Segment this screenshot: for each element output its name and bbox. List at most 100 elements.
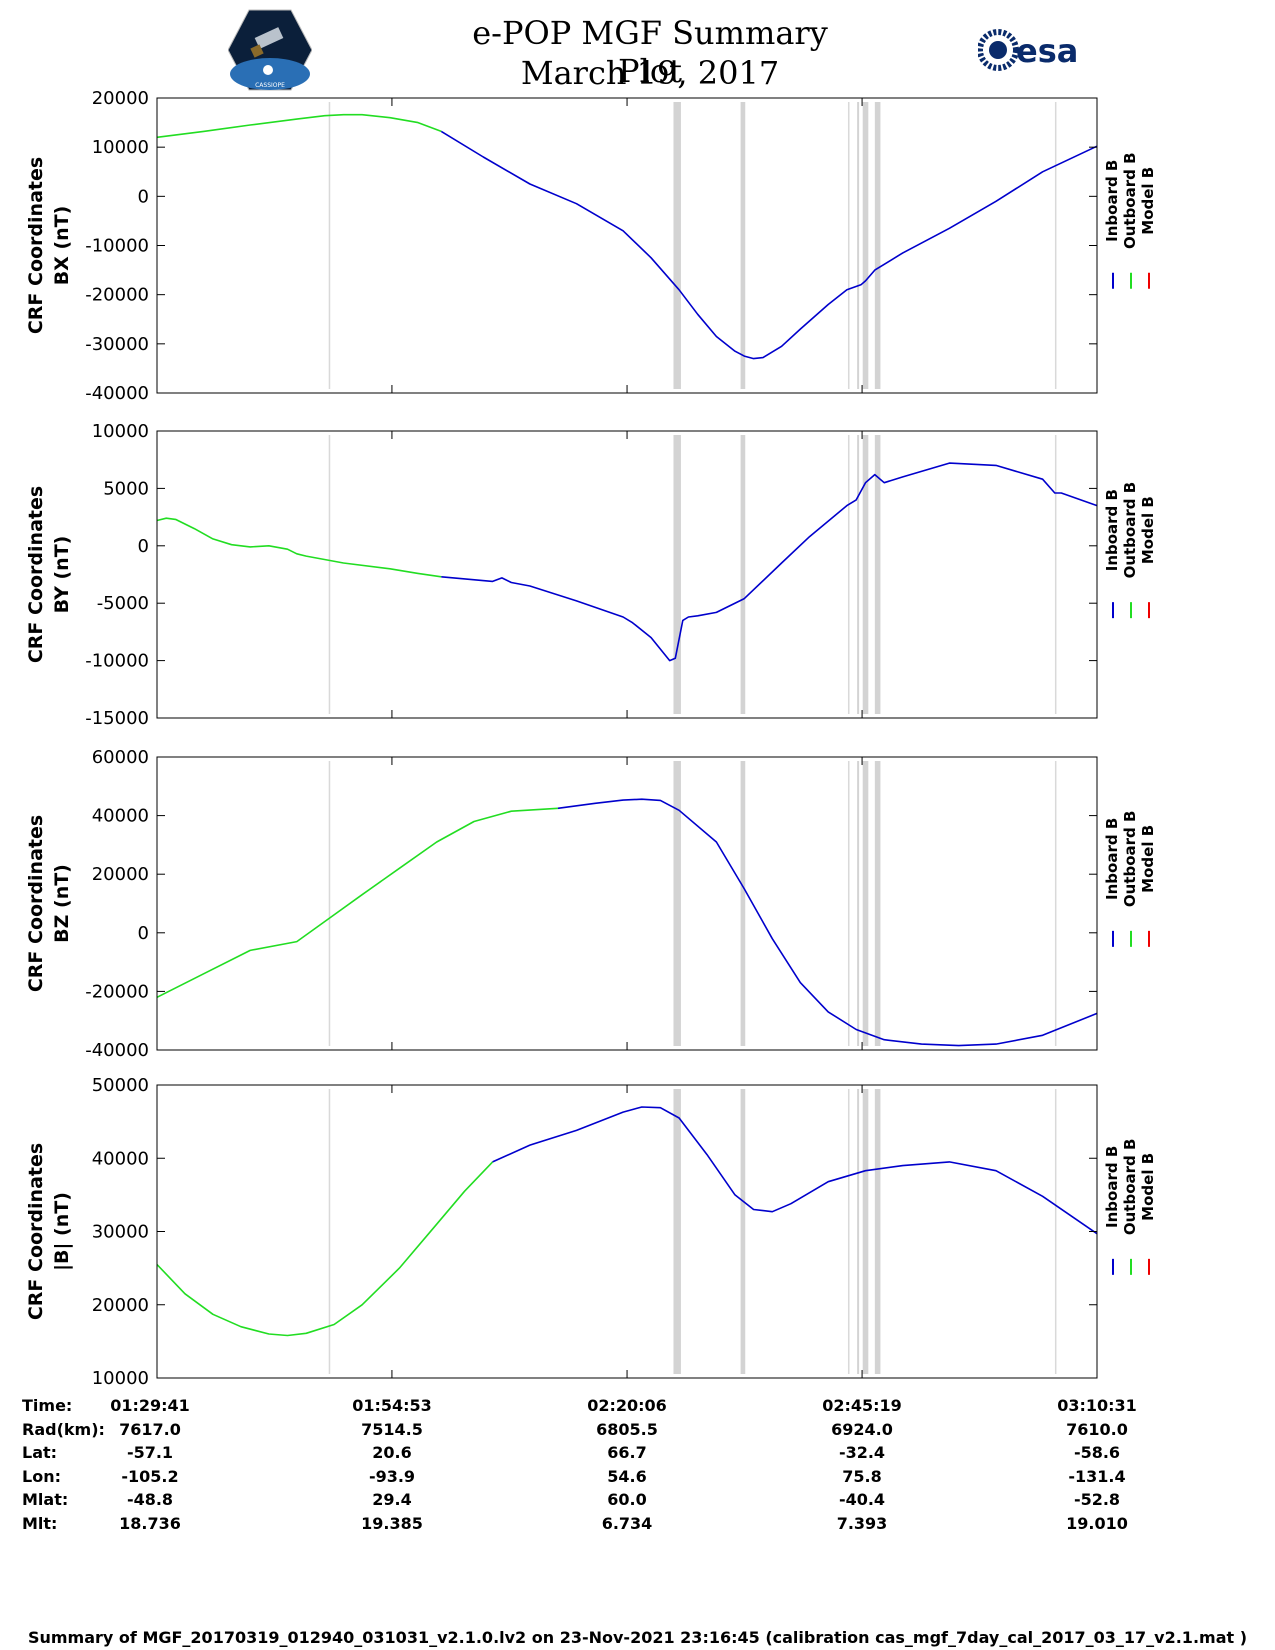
y-axis-unit-label: BX (nT)	[51, 206, 73, 286]
data-gap-bar	[874, 1089, 881, 1374]
y-axis-unit-label: BY (nT)	[51, 536, 73, 614]
y-tick-label: -40000	[85, 1040, 149, 1061]
legend-label: Outboard B	[1121, 811, 1139, 908]
y-tick-label: -40000	[85, 383, 149, 404]
ephemeris-value: -58.6	[1073, 1443, 1121, 1462]
ephemeris-row-label: Mlt:	[22, 1514, 58, 1533]
cassiope-logo: CASSIOPE	[228, 9, 312, 91]
data-gap-bar	[857, 761, 860, 1046]
legend-label: Inboard B	[1103, 489, 1121, 571]
ephemeris-value: 7617.0	[119, 1420, 181, 1439]
y-tick-label: 30000	[92, 1222, 149, 1243]
data-gap-bar	[740, 1089, 746, 1374]
y-axis-label: CRF Coordinates	[25, 157, 47, 334]
y-tick-label: 0	[138, 536, 149, 557]
data-gap-bar	[740, 435, 746, 714]
data-gap-bar	[874, 761, 881, 1046]
ephemeris-value: 29.4	[372, 1490, 412, 1509]
plot-date: March 19, 2017	[520, 54, 780, 92]
inboard-b-line	[557, 798, 1098, 1047]
inboard-b-line	[440, 130, 1098, 360]
plot-frame	[156, 430, 1098, 719]
outboard-b-line	[156, 1161, 494, 1337]
inboard-b-line	[441, 462, 1098, 662]
data-gap-bar	[673, 1089, 681, 1374]
plot-frame	[156, 97, 1098, 394]
y-tick-label: 40000	[92, 806, 149, 827]
ephemeris-value: 02:45:19	[822, 1396, 902, 1415]
legend-label: Model B	[1139, 496, 1157, 564]
y-tick-label: 20000	[92, 88, 149, 109]
outboard-b-line	[156, 113, 442, 139]
ephemeris-row-label: Lat:	[22, 1443, 58, 1462]
y-axis-unit-label: BZ (nT)	[51, 864, 73, 943]
data-gap-bar	[857, 1089, 860, 1374]
data-gap-bar	[857, 102, 860, 389]
legend-label: Outboard B	[1121, 482, 1139, 579]
y-tick-label: 0	[138, 186, 149, 207]
y-tick-label: -30000	[85, 334, 149, 355]
ephemeris-value: 7.393	[836, 1514, 888, 1533]
y-tick-label: 60000	[92, 747, 149, 768]
y-tick-label: 10000	[92, 1368, 149, 1389]
data-gap-bar	[862, 102, 869, 389]
data-gap-bar	[862, 761, 869, 1046]
ephemeris-row-label: Mlat:	[22, 1490, 69, 1509]
ephemeris-value: 01:54:53	[352, 1396, 432, 1415]
data-gap-bar	[874, 435, 881, 714]
legend-label: Outboard B	[1121, 152, 1139, 249]
plot-frame	[156, 756, 1098, 1051]
esa-wordmark: esa	[1016, 32, 1078, 70]
data-gap-bar	[740, 761, 746, 1046]
y-tick-label: -5000	[97, 593, 149, 614]
ephemeris-value: -48.8	[126, 1490, 174, 1509]
y-tick-label: 20000	[92, 1295, 149, 1316]
ephemeris-value: -32.4	[838, 1443, 886, 1462]
ephemeris-value: -52.8	[1073, 1490, 1121, 1509]
ephemeris-value: 66.7	[607, 1443, 647, 1462]
ephemeris-row-label: Rad(km):	[22, 1420, 105, 1439]
y-axis-label: CRF Coordinates	[25, 486, 47, 663]
ephemeris-value: -131.4	[1068, 1467, 1126, 1486]
ephemeris-value: 7514.5	[361, 1420, 423, 1439]
plots-canvas: 20000 10000 0 -10000 -20000 -30000 -40000 CRF C…	[25, 88, 1157, 1389]
data-gap-bar	[673, 761, 681, 1046]
legend-label: Outboard B	[1121, 1139, 1139, 1236]
y-axis-unit-label: |B| (nT)	[51, 1192, 73, 1271]
ephemeris-value: 19.385	[361, 1514, 423, 1533]
ephemeris-value: -105.2	[121, 1467, 179, 1486]
data-gap-bar	[740, 102, 746, 389]
ephemeris-value: 02:20:06	[587, 1396, 667, 1415]
plot-title: e-POP MGF Summary Plot	[472, 14, 828, 90]
ephemeris-value: 6.734	[601, 1514, 653, 1533]
footer-caption: Summary of MGF_20170319_012940_031031_v2…	[27, 1628, 1248, 1647]
data-gap-bar	[874, 102, 881, 389]
y-tick-label: 10000	[92, 137, 149, 158]
y-tick-label: 50000	[92, 1075, 149, 1096]
y-tick-label: 20000	[92, 864, 149, 885]
ephemeris-value: 6924.0	[831, 1420, 893, 1439]
ephemeris-value: -57.1	[126, 1443, 174, 1462]
ephemeris-value: 7610.0	[1066, 1420, 1128, 1439]
y-tick-label: 10000	[92, 421, 149, 442]
y-axis-label: CRF Coordinates	[25, 1143, 47, 1320]
y-tick-label: 0	[138, 923, 149, 944]
ephemeris-value: -40.4	[838, 1490, 886, 1509]
ephemeris-value: 6805.5	[596, 1420, 658, 1439]
data-gap-bar	[857, 435, 860, 714]
legend-label: Model B	[1139, 825, 1157, 893]
y-tick-label: 5000	[103, 478, 149, 499]
esa-logo: esa	[978, 29, 1078, 71]
ephemeris-value: 03:10:31	[1057, 1396, 1137, 1415]
y-tick-label: 40000	[92, 1148, 149, 1169]
ephemeris-row-label: Time:	[22, 1396, 73, 1415]
cassiope-caption: CASSIOPE	[255, 82, 285, 89]
legend-label: Inboard B	[1103, 1146, 1121, 1228]
ephemeris-value: 19.010	[1066, 1514, 1128, 1533]
y-axis-label: CRF Coordinates	[25, 815, 47, 992]
ephemeris-value: 20.6	[372, 1443, 412, 1462]
ephemeris-value: 54.6	[607, 1467, 647, 1486]
legend-label: Model B	[1139, 1153, 1157, 1221]
y-tick-label: -15000	[85, 708, 149, 729]
data-gap-bar	[673, 102, 681, 389]
